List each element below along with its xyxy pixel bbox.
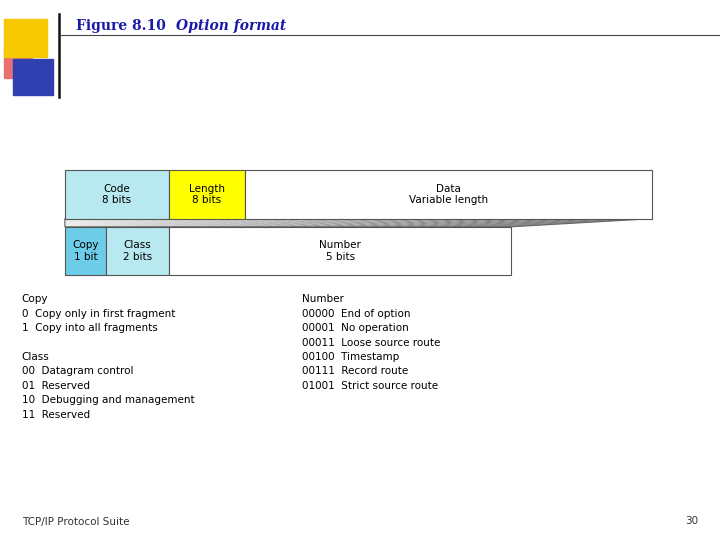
Polygon shape bbox=[410, 219, 534, 227]
Text: Figure 8.10: Figure 8.10 bbox=[76, 19, 166, 33]
Polygon shape bbox=[355, 219, 461, 227]
Text: Number
5 bits: Number 5 bits bbox=[319, 240, 361, 262]
Polygon shape bbox=[98, 219, 124, 227]
Text: TCP/IP Protocol Suite: TCP/IP Protocol Suite bbox=[22, 516, 129, 526]
Bar bbox=[65, 170, 169, 219]
Polygon shape bbox=[87, 219, 109, 227]
Text: 30: 30 bbox=[685, 516, 698, 526]
Polygon shape bbox=[132, 219, 168, 227]
Polygon shape bbox=[255, 219, 329, 227]
Bar bbox=[65, 227, 106, 275]
Polygon shape bbox=[422, 219, 549, 227]
Bar bbox=[169, 227, 511, 275]
Polygon shape bbox=[143, 219, 182, 227]
Polygon shape bbox=[288, 219, 373, 227]
Text: Code
8 bits: Code 8 bits bbox=[102, 184, 132, 205]
Polygon shape bbox=[243, 219, 314, 227]
Polygon shape bbox=[166, 219, 212, 227]
Polygon shape bbox=[455, 219, 593, 227]
Text: Copy
1 bit: Copy 1 bit bbox=[72, 240, 99, 262]
Polygon shape bbox=[489, 219, 637, 227]
Polygon shape bbox=[109, 219, 138, 227]
Polygon shape bbox=[176, 219, 226, 227]
Polygon shape bbox=[300, 219, 387, 227]
Polygon shape bbox=[232, 219, 300, 227]
Text: Data
Variable length: Data Variable length bbox=[409, 184, 487, 205]
Bar bbox=[245, 170, 652, 219]
Polygon shape bbox=[221, 219, 285, 227]
Polygon shape bbox=[366, 219, 475, 227]
Polygon shape bbox=[199, 219, 256, 227]
Polygon shape bbox=[389, 219, 505, 227]
Polygon shape bbox=[65, 219, 79, 227]
Bar bbox=[106, 227, 169, 275]
Polygon shape bbox=[121, 219, 153, 227]
Text: Number
00000  End of option
00001  No operation
00011  Loose source route
00100 : Number 00000 End of option 00001 No oper… bbox=[302, 294, 441, 391]
Polygon shape bbox=[154, 219, 197, 227]
Polygon shape bbox=[310, 219, 402, 227]
Polygon shape bbox=[344, 219, 446, 227]
Polygon shape bbox=[76, 219, 94, 227]
Polygon shape bbox=[187, 219, 240, 227]
Polygon shape bbox=[433, 219, 564, 227]
Polygon shape bbox=[377, 219, 490, 227]
Polygon shape bbox=[400, 219, 520, 227]
Polygon shape bbox=[276, 219, 359, 227]
Polygon shape bbox=[333, 219, 431, 227]
Text: Option format: Option format bbox=[176, 19, 287, 33]
Text: Length
8 bits: Length 8 bits bbox=[189, 184, 225, 205]
Polygon shape bbox=[478, 219, 622, 227]
Polygon shape bbox=[444, 219, 578, 227]
Text: Copy
0  Copy only in first fragment
1  Copy into all fragments

Class
00  Datagr: Copy 0 Copy only in first fragment 1 Cop… bbox=[22, 294, 194, 420]
Bar bbox=[169, 170, 245, 219]
Polygon shape bbox=[266, 219, 343, 227]
Polygon shape bbox=[322, 219, 417, 227]
Text: Class
2 bits: Class 2 bits bbox=[123, 240, 152, 262]
Polygon shape bbox=[467, 219, 608, 227]
Bar bbox=[4, 19, 47, 57]
Polygon shape bbox=[500, 219, 652, 227]
Bar bbox=[4, 49, 32, 78]
Bar bbox=[13, 59, 53, 94]
Polygon shape bbox=[210, 219, 270, 227]
